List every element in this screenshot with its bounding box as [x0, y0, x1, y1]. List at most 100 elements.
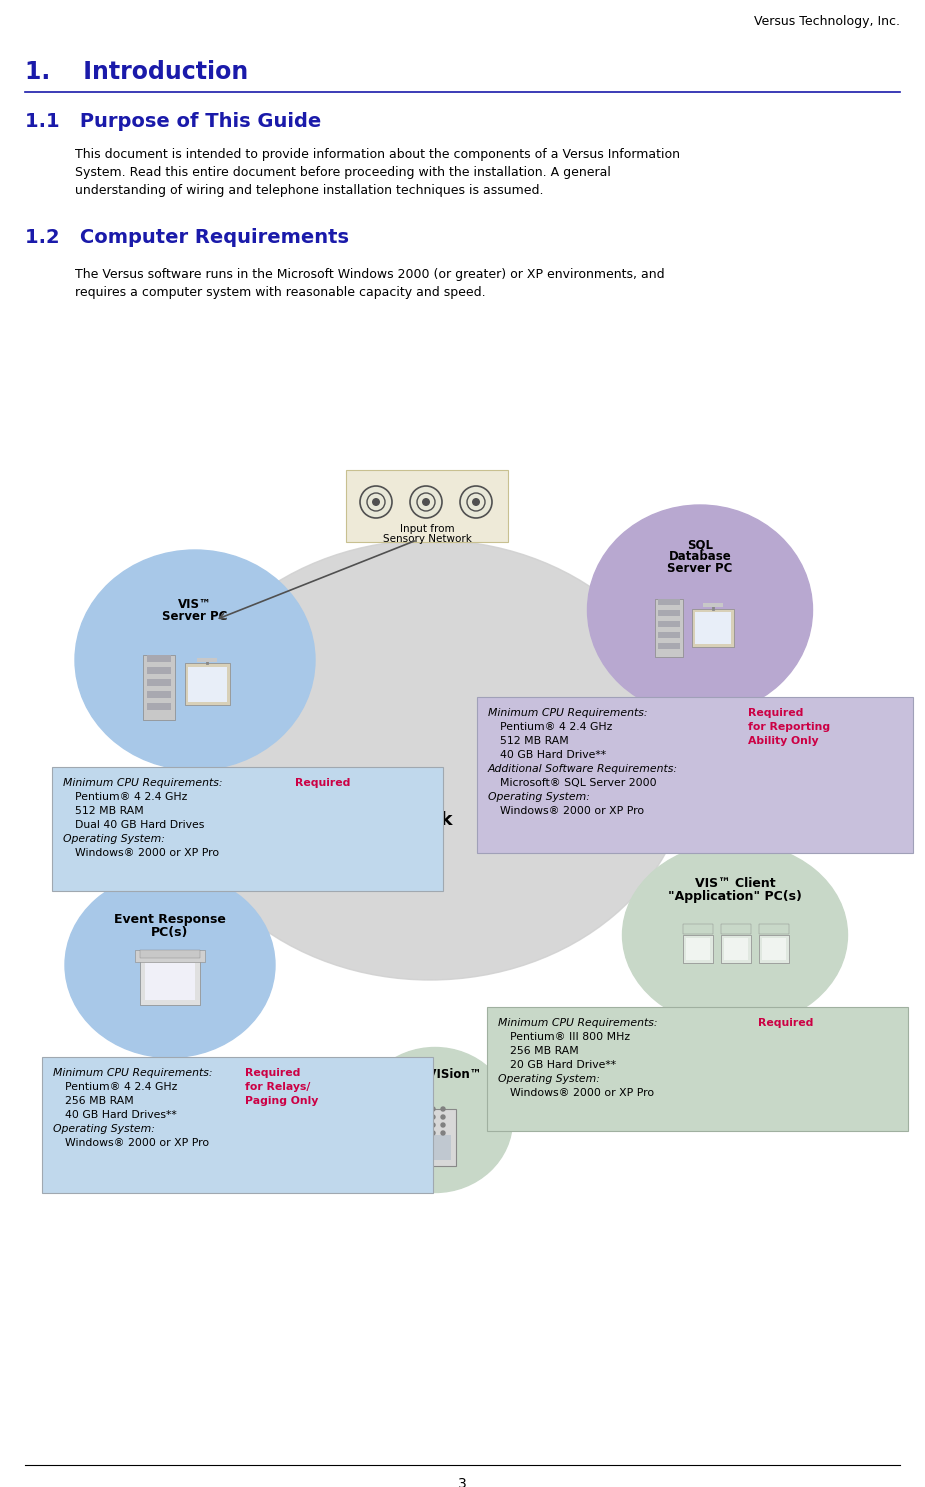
Text: Operating System:: Operating System:: [53, 1124, 154, 1135]
FancyBboxPatch shape: [762, 938, 786, 961]
Circle shape: [421, 1115, 425, 1120]
Ellipse shape: [170, 540, 690, 980]
FancyBboxPatch shape: [759, 923, 789, 934]
Text: Minimum CPU Requirements:: Minimum CPU Requirements:: [63, 778, 223, 788]
Text: Event Response: Event Response: [114, 913, 226, 926]
Text: requires a computer system with reasonable capacity and speed.: requires a computer system with reasonab…: [75, 286, 486, 299]
FancyBboxPatch shape: [477, 697, 913, 854]
Text: Server PC: Server PC: [667, 562, 733, 575]
Text: Pentium® III 800 MHz: Pentium® III 800 MHz: [510, 1032, 630, 1042]
Circle shape: [441, 1132, 445, 1135]
FancyBboxPatch shape: [683, 923, 713, 934]
Text: Required: Required: [748, 708, 804, 718]
Text: 1.2   Computer Requirements: 1.2 Computer Requirements: [25, 228, 349, 247]
Text: Windows® 2000 or XP Pro: Windows® 2000 or XP Pro: [65, 1138, 209, 1148]
FancyBboxPatch shape: [147, 654, 171, 662]
FancyBboxPatch shape: [721, 923, 751, 934]
Circle shape: [421, 1132, 425, 1135]
Text: This document is intended to provide information about the components of a Versu: This document is intended to provide inf…: [75, 149, 680, 161]
FancyBboxPatch shape: [145, 964, 195, 999]
Text: 1.    Introduction: 1. Introduction: [25, 59, 248, 83]
Text: Minimum CPU Requirements:: Minimum CPU Requirements:: [53, 1068, 213, 1078]
Text: Operating System:: Operating System:: [498, 1074, 600, 1084]
Circle shape: [441, 1106, 445, 1111]
Text: PC(s): PC(s): [152, 926, 189, 938]
FancyBboxPatch shape: [658, 642, 680, 648]
FancyBboxPatch shape: [414, 1109, 456, 1166]
Circle shape: [431, 1115, 435, 1120]
Text: Operating System:: Operating System:: [63, 834, 165, 845]
Text: Microsoft® SQL Server 2000: Microsoft® SQL Server 2000: [500, 778, 657, 788]
Text: Pentium® 4 2.4 GHz: Pentium® 4 2.4 GHz: [65, 1083, 178, 1091]
FancyBboxPatch shape: [346, 470, 508, 541]
FancyBboxPatch shape: [487, 1007, 908, 1132]
Text: Paging Only: Paging Only: [245, 1096, 318, 1106]
Circle shape: [422, 498, 430, 506]
FancyBboxPatch shape: [143, 654, 175, 720]
Text: The Versus software runs in the Microsoft Windows 2000 (or greater) or XP enviro: The Versus software runs in the Microsof…: [75, 268, 665, 281]
Text: Versus Technology, Inc.: Versus Technology, Inc.: [754, 15, 900, 28]
FancyBboxPatch shape: [724, 938, 748, 961]
Circle shape: [410, 486, 442, 517]
FancyBboxPatch shape: [147, 691, 171, 697]
Text: Windows® 2000 or XP Pro: Windows® 2000 or XP Pro: [500, 806, 644, 816]
Text: PhoneVISion™: PhoneVISion™: [388, 1068, 483, 1081]
Text: Network: Network: [367, 810, 453, 828]
Text: Operating System:: Operating System:: [488, 793, 590, 801]
Ellipse shape: [587, 506, 812, 715]
Circle shape: [431, 1132, 435, 1135]
Text: 20 GB Hard Drive**: 20 GB Hard Drive**: [510, 1060, 616, 1071]
Ellipse shape: [65, 873, 275, 1057]
Text: 256 MB RAM: 256 MB RAM: [510, 1045, 579, 1056]
FancyBboxPatch shape: [197, 659, 217, 662]
Text: 1.1   Purpose of This Guide: 1.1 Purpose of This Guide: [25, 112, 321, 131]
FancyBboxPatch shape: [686, 938, 710, 961]
Text: Minimum CPU Requirements:: Minimum CPU Requirements:: [498, 1019, 658, 1028]
FancyBboxPatch shape: [759, 935, 789, 964]
Text: SQL: SQL: [687, 538, 713, 552]
Text: Pentium® 4 2.4 GHz: Pentium® 4 2.4 GHz: [75, 793, 188, 801]
FancyBboxPatch shape: [721, 935, 751, 964]
Ellipse shape: [623, 843, 847, 1028]
Text: VIS™: VIS™: [179, 598, 212, 611]
FancyBboxPatch shape: [147, 680, 171, 686]
Circle shape: [360, 486, 392, 517]
Text: Dual 40 GB Hard Drives: Dual 40 GB Hard Drives: [75, 819, 204, 830]
FancyBboxPatch shape: [42, 1057, 433, 1193]
Text: Windows® 2000 or XP Pro: Windows® 2000 or XP Pro: [75, 848, 219, 858]
FancyBboxPatch shape: [703, 604, 723, 607]
Text: VIS™ Client: VIS™ Client: [695, 877, 775, 891]
FancyBboxPatch shape: [655, 599, 683, 657]
Text: 3: 3: [458, 1477, 467, 1487]
Text: Ability Only: Ability Only: [748, 736, 819, 746]
FancyBboxPatch shape: [188, 668, 227, 702]
Text: 40 GB Hard Drives**: 40 GB Hard Drives**: [65, 1109, 177, 1120]
Circle shape: [431, 1123, 435, 1127]
FancyBboxPatch shape: [147, 703, 171, 709]
Text: 256 MB RAM: 256 MB RAM: [65, 1096, 134, 1106]
FancyBboxPatch shape: [419, 1135, 451, 1160]
Text: Input from: Input from: [400, 523, 454, 534]
Circle shape: [441, 1115, 445, 1120]
Text: Required: Required: [758, 1019, 813, 1028]
Circle shape: [472, 498, 480, 506]
Text: System. Read this entire document before proceeding with the installation. A gen: System. Read this entire document before…: [75, 167, 610, 178]
Text: Sensory Network: Sensory Network: [383, 534, 472, 544]
Text: Windows® 2000 or XP Pro: Windows® 2000 or XP Pro: [510, 1088, 654, 1097]
FancyBboxPatch shape: [658, 632, 680, 638]
FancyBboxPatch shape: [695, 613, 731, 644]
Text: 512 MB RAM: 512 MB RAM: [75, 806, 143, 816]
Circle shape: [441, 1123, 445, 1127]
Text: Database: Database: [669, 550, 732, 564]
Text: 512 MB RAM: 512 MB RAM: [500, 736, 569, 746]
Circle shape: [372, 498, 380, 506]
Text: 40 GB Hard Drive**: 40 GB Hard Drive**: [500, 749, 606, 760]
Text: for Reporting: for Reporting: [748, 723, 830, 732]
FancyBboxPatch shape: [692, 610, 734, 647]
Text: "Application" PC(s): "Application" PC(s): [668, 891, 802, 903]
FancyBboxPatch shape: [147, 668, 171, 674]
FancyBboxPatch shape: [658, 622, 680, 628]
Ellipse shape: [357, 1047, 512, 1193]
Text: Server PC: Server PC: [162, 610, 228, 623]
Text: Required: Required: [295, 778, 351, 788]
